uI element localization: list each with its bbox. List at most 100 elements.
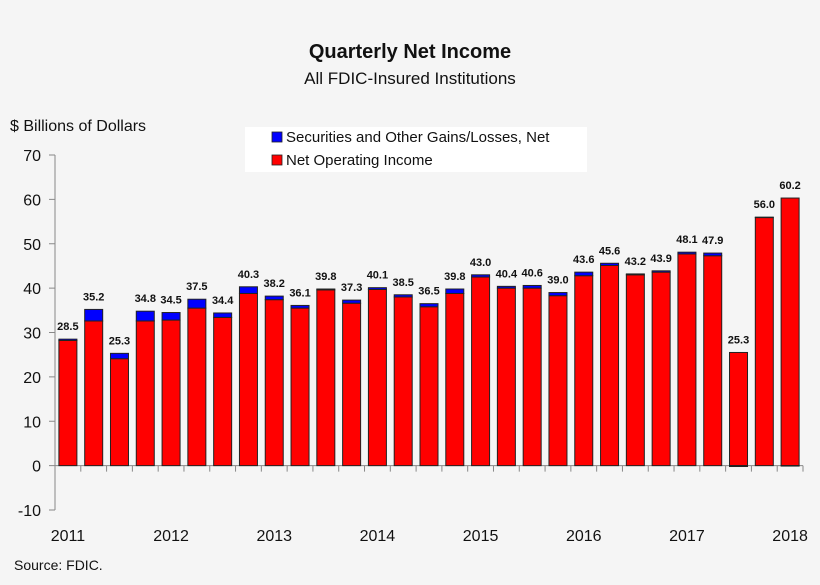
bar-net-operating-income (264, 299, 284, 467)
bars (58, 197, 800, 468)
bar-net-operating-income (600, 264, 620, 467)
data-label-total: 43.2 (625, 256, 646, 268)
data-label-total: 45.6 (599, 245, 620, 257)
bar-securities-gains (238, 286, 258, 294)
bar-net-operating-income (316, 289, 336, 467)
data-label-total: 34.5 (160, 295, 181, 307)
bar-net-operating-income (729, 351, 749, 467)
bar-net-operating-income (238, 292, 258, 467)
bar-securities-gains (677, 251, 697, 255)
bar-net-operating-income (522, 287, 542, 467)
bar-securities-gains (522, 284, 542, 289)
data-label-total: 43.0 (470, 257, 491, 269)
data-label-total: 39.8 (444, 271, 465, 283)
bar-securities-gains (213, 312, 233, 318)
y-tick-label: 0 (32, 459, 41, 476)
data-label-total: 37.5 (186, 281, 207, 293)
y-tick-label: 30 (23, 326, 41, 343)
bar-securities-gains (187, 298, 207, 309)
legend-swatch-gains (271, 131, 283, 143)
bar-securities-gains (342, 299, 362, 304)
bar-net-operating-income (135, 320, 155, 467)
bar-securities-gains (625, 273, 645, 276)
data-label-total: 39.8 (315, 271, 336, 283)
legend-label-operating: Net Operating Income (286, 152, 433, 169)
bar-net-operating-income (548, 295, 568, 467)
bar-securities-gains (445, 288, 465, 294)
bar-net-operating-income (703, 255, 723, 467)
bar-net-operating-income (574, 275, 594, 467)
legend-swatch-operating (271, 154, 283, 166)
x-tick-label: 2016 (566, 528, 602, 545)
y-tick-label: 20 (23, 370, 41, 387)
data-label-total: 40.1 (367, 270, 388, 282)
data-label-total: 40.3 (238, 269, 259, 281)
y-tick-label: 60 (23, 192, 41, 209)
bar-securities-gains (316, 288, 336, 291)
data-label-total: 38.5 (392, 277, 413, 289)
data-label-total: 39.0 (547, 275, 568, 287)
bar-net-operating-income (342, 302, 362, 467)
bar-securities-gains (419, 303, 439, 308)
bar-securities-gains (290, 304, 310, 309)
bar-net-operating-income (419, 306, 439, 467)
bar-securities-gains (161, 312, 181, 321)
data-label-total: 37.3 (341, 282, 362, 294)
data-label-total: 25.3 (109, 335, 130, 347)
bar-securities-gains (58, 338, 78, 341)
data-label-total: 34.4 (212, 295, 234, 307)
data-label-total: 38.2 (264, 278, 285, 290)
legend-label-gains: Securities and Other Gains/Losses, Net (286, 129, 550, 146)
legend: Securities and Other Gains/Losses, Net N… (245, 127, 587, 172)
bar-securities-gains (651, 270, 671, 273)
bar-securities-losses (729, 465, 749, 468)
data-label-total: 36.1 (289, 287, 310, 299)
data-label-total: 25.3 (728, 334, 749, 346)
bar-securities-gains (496, 285, 516, 289)
bar-securities-gains (471, 274, 491, 278)
x-tick-label: 2015 (463, 528, 499, 545)
data-label-total: 35.2 (83, 291, 104, 303)
bar-securities-gains (367, 287, 387, 290)
legend-box (245, 127, 587, 172)
bar-net-operating-income (496, 287, 516, 467)
bar-net-operating-income (754, 217, 774, 467)
x-tick-label: 2012 (153, 528, 189, 545)
data-label-total: 43.6 (573, 254, 594, 266)
bar-securities-gains (135, 310, 155, 322)
x-tick-label: 2014 (360, 528, 396, 545)
bar-securities-gains (574, 271, 594, 277)
bar-net-operating-income (187, 307, 207, 467)
bar-net-operating-income (84, 320, 104, 467)
data-label-total: 47.9 (702, 235, 723, 247)
data-label-total: 40.4 (496, 268, 518, 280)
axes: -10 0 10 20 30 40 50 60 70 2011 2012 2013 2014 2015 20… (18, 148, 808, 545)
bar-net-operating-income (367, 288, 387, 467)
y-tick-label: 50 (23, 237, 41, 254)
y-tick-label: 10 (23, 414, 41, 431)
bar-securities-gains (84, 308, 104, 322)
data-label-total: 56.0 (754, 199, 775, 211)
bar-net-operating-income (445, 292, 465, 467)
bar-net-operating-income (651, 271, 671, 467)
data-label-total: 60.2 (779, 180, 800, 192)
bar-net-operating-income (393, 296, 413, 467)
bar-net-operating-income (213, 316, 233, 467)
data-label-total: 28.5 (57, 321, 78, 333)
x-tick-label: 2013 (256, 528, 292, 545)
bar-net-operating-income (290, 307, 310, 467)
bar-net-operating-income (471, 276, 491, 467)
bar-securities-gains (703, 252, 723, 257)
x-tick-label: 2017 (669, 528, 705, 545)
y-axis-label: $ Billions of Dollars (10, 118, 146, 135)
bar-net-operating-income (677, 253, 697, 467)
data-label-total: 36.5 (418, 286, 439, 298)
bar-net-operating-income (161, 319, 181, 467)
bar-net-operating-income (58, 339, 78, 467)
x-tick-label: 2011 (51, 528, 86, 545)
y-tick-label: 70 (23, 148, 41, 165)
x-tick-label: 2018 (772, 528, 808, 545)
y-tick-label: 40 (23, 281, 41, 298)
bar-securities-gains (600, 262, 620, 266)
